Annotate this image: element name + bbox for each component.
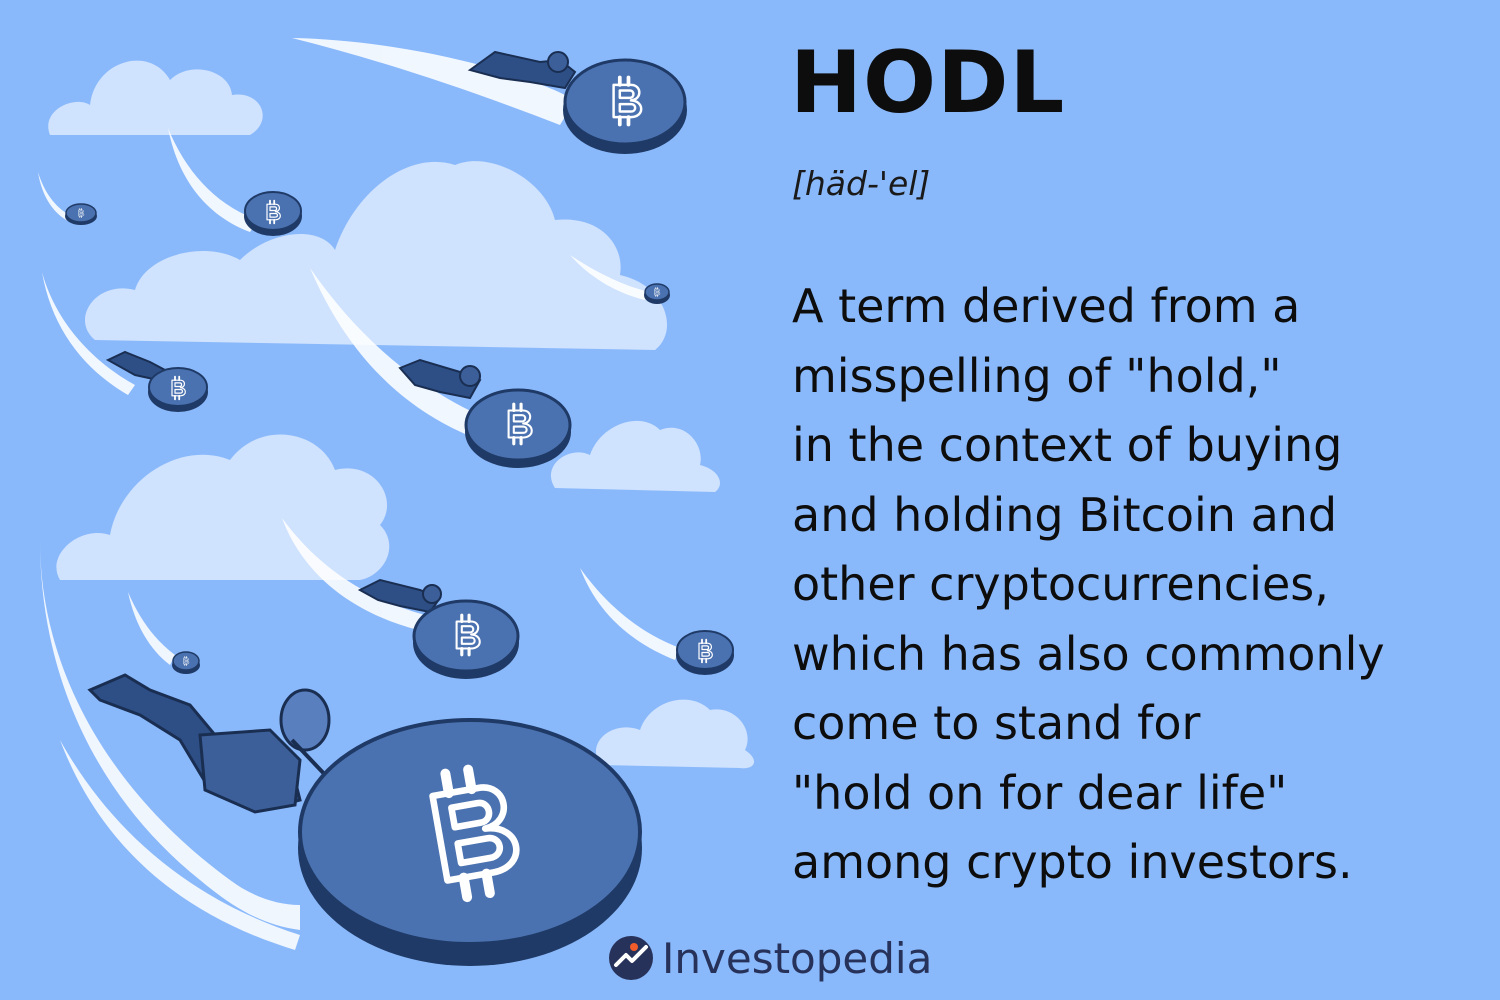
definition-line: come to stand for (792, 696, 1201, 750)
definition-line: which has also commonly (792, 626, 1385, 681)
bitcoin-coin (65, 203, 97, 225)
term-definition: A term derived from a misspelling of "ho… (792, 272, 1482, 898)
brand-name: Investopedia (662, 933, 933, 983)
definition-line: "hold on for dear life" (792, 765, 1288, 820)
cloud (56, 434, 390, 580)
cloud (84, 161, 668, 350)
bitcoin-coin (172, 651, 200, 674)
brand-logo: Investopedia (608, 932, 932, 984)
rider-with-coin (357, 578, 520, 679)
bitcoin-coin (244, 191, 302, 236)
definition-line: misspelling of "hold," (792, 348, 1282, 403)
definition-line: among crypto investors. (792, 835, 1353, 889)
rider-with-coin (467, 50, 687, 154)
rider-with-coin (87, 673, 642, 966)
rider-with-coin (105, 350, 208, 412)
bitcoin-coin (676, 630, 734, 675)
bitcoin-coin (644, 283, 670, 304)
term-title: HODL (790, 33, 1066, 133)
cloud (550, 420, 720, 492)
definition-line: A term derived from a (792, 279, 1301, 333)
cloud (48, 60, 263, 136)
definition-line: in the context of buying (792, 418, 1343, 472)
cloud (595, 699, 755, 769)
term-pronunciation: [häd-'el] (792, 164, 931, 203)
definition-line: and holding Bitcoin and (792, 487, 1338, 542)
rider-with-coin (398, 358, 572, 468)
investopedia-logo-icon (609, 936, 653, 980)
definition-line: other cryptocurrencies, (792, 557, 1329, 611)
